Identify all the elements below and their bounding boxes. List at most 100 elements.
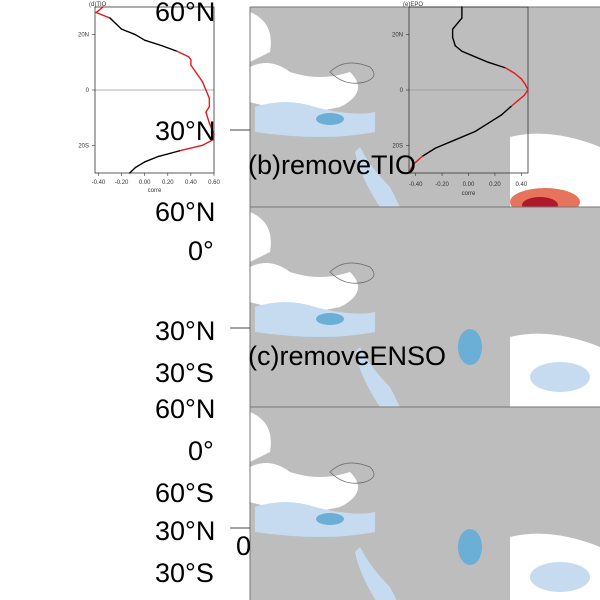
curve-segment	[514, 72, 523, 80]
negative-anomaly	[255, 102, 375, 137]
curve-segment	[95, 11, 111, 19]
curve-segment	[109, 17, 117, 25]
curve-segment	[161, 45, 178, 52]
coastline	[329, 462, 375, 484]
curve-segment	[115, 22, 123, 30]
curve-segment	[205, 89, 211, 100]
sea-region	[250, 463, 358, 511]
x-tick-label: -0.40	[92, 180, 106, 186]
curve-segment	[451, 17, 463, 30]
curve-segment	[412, 155, 423, 166]
curve-segment	[143, 39, 163, 47]
sea-region	[250, 212, 271, 262]
curve-segment	[454, 45, 463, 52]
panel-b-title: (b)removeTIO	[248, 150, 416, 180]
sea-region	[250, 263, 358, 311]
chart-title: (d)TIO	[89, 2, 107, 8]
curve-segment	[201, 139, 214, 147]
curve-segment	[504, 67, 516, 75]
x-tick-label: -0.20	[115, 180, 129, 186]
lat-label: 30°N	[155, 516, 215, 546]
map-panels	[230, 6, 600, 600]
x-tick-label: 0.60	[208, 180, 220, 186]
curve-segment	[128, 166, 137, 174]
curve-segment	[120, 28, 137, 36]
y-tick-label: 20S	[392, 143, 403, 149]
curve-segment	[461, 50, 476, 58]
lat-label: 0°	[188, 436, 214, 466]
curve-segment	[454, 130, 476, 141]
negative-anomaly	[530, 362, 590, 392]
lat-label: 60°S	[155, 478, 214, 508]
negative-anomaly	[458, 529, 482, 565]
lat-label: 30°S	[155, 358, 214, 388]
curve-segment	[201, 80, 207, 91]
curve-segment	[134, 33, 146, 41]
lat-label: 60°N	[155, 0, 215, 27]
curve-segment	[524, 83, 529, 91]
y-tick-label: 20N	[392, 33, 403, 39]
lat-label: 0°	[188, 236, 214, 266]
coastline	[329, 262, 375, 284]
x-tick-label: -0.20	[435, 182, 449, 188]
negative-anomaly	[530, 562, 590, 592]
curve-segment	[408, 163, 414, 174]
x-tick-label: 0.00	[139, 180, 151, 186]
curve-segment	[487, 114, 503, 124]
curve-segment	[421, 147, 437, 158]
curve-segment	[487, 61, 507, 69]
curve-segment	[516, 94, 525, 102]
curve-segment	[134, 161, 146, 169]
y-tick-label: 20N	[78, 33, 89, 39]
curve-segment	[208, 122, 215, 135]
x-tick-label: 0.20	[162, 180, 174, 186]
profile-chart: (e)EPO -0.40 -0.20 0.00 0.20 0.40 20N 0 20S corre	[392, 2, 529, 197]
curve-segment	[451, 36, 456, 47]
curve-segment	[190, 64, 198, 75]
map-panel	[249, 206, 600, 407]
curve-segment	[434, 139, 456, 149]
x-axis-label: corre	[148, 188, 162, 194]
negative-anomaly	[255, 302, 375, 337]
lat-label: 30°N	[155, 116, 215, 146]
curve-segment	[143, 155, 160, 163]
x-tick-label: -0.40	[409, 182, 423, 188]
curve-segment	[510, 100, 519, 108]
negative-anomaly	[316, 513, 344, 525]
chart-title: (e)EPO	[403, 2, 423, 8]
curve-segment	[205, 105, 211, 113]
profile-chart: (d)TIO -0.40 -0.20 0.00 0.20 0.40 0.60 20N 0 20S c…	[78, 2, 221, 194]
negative-anomaly	[355, 547, 397, 600]
negative-anomaly	[316, 113, 344, 125]
curve-segment	[176, 50, 190, 58]
curve-segment	[157, 150, 181, 158]
lat-label: 60°N	[155, 394, 215, 424]
map-labels: 60°N 30°N (b)removeTIO 60°N 0° 30°N (c)r…	[155, 0, 446, 588]
map-panel	[249, 406, 600, 600]
sea-region	[510, 133, 600, 207]
sea-region	[250, 412, 271, 462]
curve-segment	[500, 105, 512, 116]
coastline	[329, 62, 375, 84]
lat-label: 30°N	[155, 316, 215, 346]
negative-anomaly	[355, 347, 400, 407]
sea-region	[250, 63, 358, 111]
y-tick-label: 0	[400, 88, 404, 94]
x-tick-label: 0.00	[463, 182, 475, 188]
sea-region	[250, 12, 271, 62]
map-panel	[249, 6, 600, 216]
y-tick-label: 0	[86, 88, 90, 94]
profile-charts: (d)TIO -0.40 -0.20 0.00 0.20 0.40 0.60 20N 0 20S c…	[78, 2, 529, 197]
curve-segment	[523, 89, 529, 97]
lat-label: 30°S	[155, 558, 214, 588]
x-tick-label: 0.20	[489, 182, 501, 188]
curve-segment	[178, 144, 204, 152]
lon-label: 0	[236, 531, 251, 561]
curve-segment	[95, 6, 104, 14]
y-tick-label: 20S	[78, 143, 89, 149]
negative-anomaly	[458, 329, 482, 365]
negative-anomaly	[355, 147, 400, 207]
x-tick-label: 0.40	[516, 182, 528, 188]
curve-segment	[195, 72, 204, 83]
